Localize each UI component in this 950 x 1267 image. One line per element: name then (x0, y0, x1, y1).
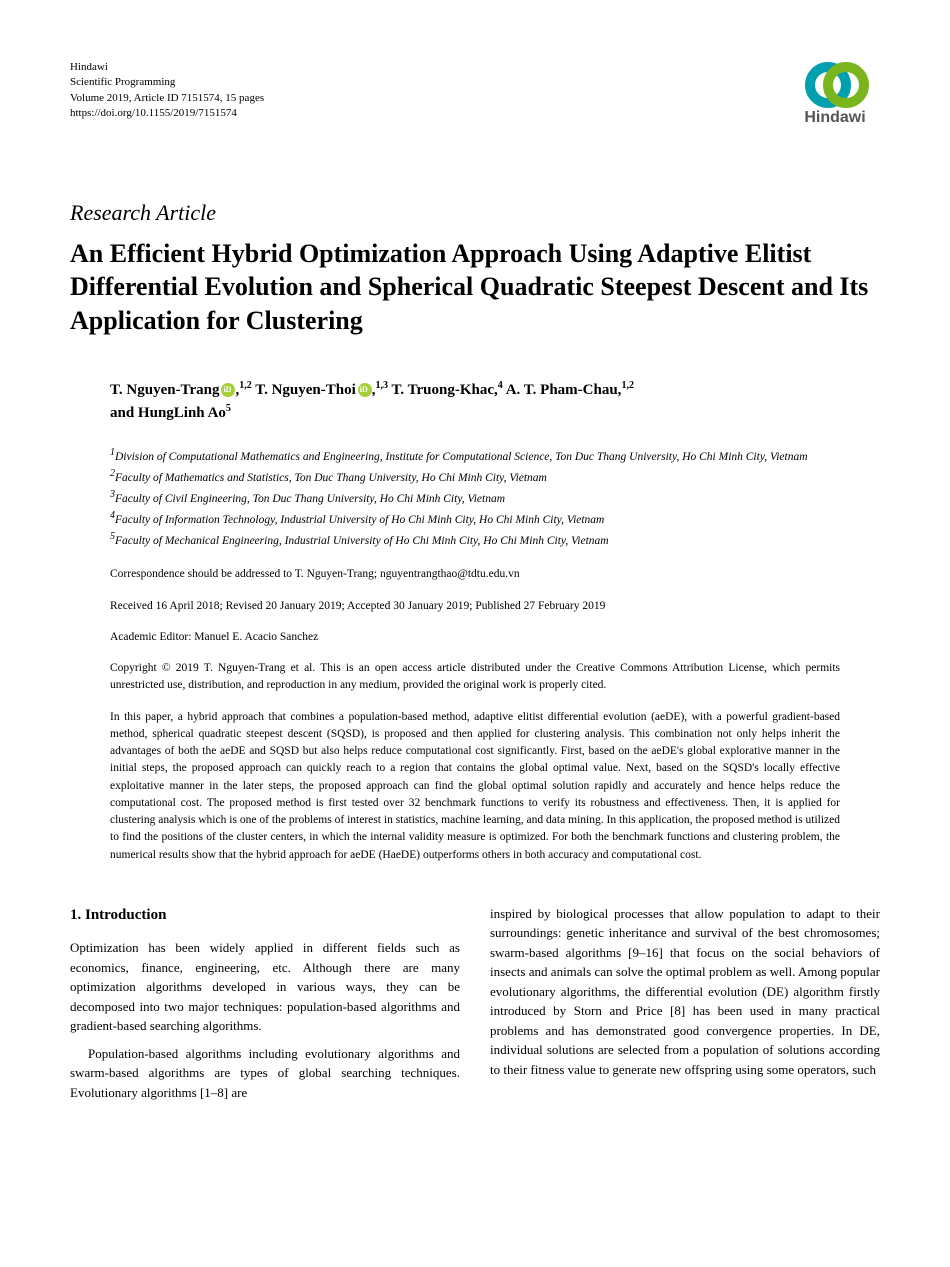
affiliation-5: Faculty of Mechanical Engineering, Indus… (115, 535, 609, 547)
header-block: Hindawi Scientific Programming Volume 20… (70, 60, 880, 136)
affiliation-4: Faculty of Information Technology, Indus… (115, 514, 604, 526)
intro-para-1: Optimization has been widely applied in … (70, 938, 460, 1036)
intro-para-3: inspired by biological processes that al… (490, 904, 880, 1080)
article-type: Research Article (70, 196, 880, 229)
journal-name: Scientific Programming (70, 75, 264, 90)
publisher-name: Hindawi (70, 60, 264, 75)
header-meta: Hindawi Scientific Programming Volume 20… (70, 60, 264, 122)
hindawi-logo-icon: Hindawi (790, 60, 880, 130)
affiliation-2: Faculty of Mathematics and Statistics, T… (115, 472, 547, 484)
svg-text:Hindawi: Hindawi (804, 109, 865, 126)
volume-line: Volume 2019, Article ID 7151574, 15 page… (70, 91, 264, 106)
author-3-affil: 4 (498, 380, 503, 391)
author-3: T. Truong-Khac, (392, 382, 498, 398)
copyright-notice: Copyright © 2019 T. Nguyen-Trang et al. … (70, 660, 880, 695)
affiliation-3: Faculty of Civil Engineering, Ton Duc Th… (115, 493, 505, 505)
author-4-affil: 1,2 (621, 380, 634, 391)
publisher-logo: Hindawi (790, 60, 880, 136)
author-2-affil: 1,3 (376, 380, 389, 391)
orcid-icon[interactable] (358, 383, 372, 397)
correspondence-line: Correspondence should be addressed to T.… (70, 566, 880, 583)
academic-editor: Academic Editor: Manuel E. Acacio Sanche… (70, 629, 880, 646)
author-1-affil: 1,2 (239, 380, 252, 391)
authors-block: T. Nguyen-Trang,1,2 T. Nguyen-Thoi,1,3 T… (70, 378, 880, 425)
orcid-icon[interactable] (221, 383, 235, 397)
intro-para-2: Population-based algorithms including ev… (70, 1044, 460, 1103)
article-title: An Efficient Hybrid Optimization Approac… (70, 237, 880, 338)
doi-link[interactable]: https://doi.org/10.1155/2019/7151574 (70, 106, 264, 121)
author-5-affil: 5 (226, 403, 231, 414)
author-4: A. T. Pham-Chau, (506, 382, 622, 398)
section-1-heading: 1. Introduction (70, 904, 460, 927)
affiliations-block: 1Division of Computational Mathematics a… (70, 445, 880, 550)
dates-line: Received 16 April 2018; Revised 20 Janua… (70, 598, 880, 615)
author-1: T. Nguyen-Trang (110, 382, 219, 398)
column-right: inspired by biological processes that al… (490, 904, 880, 1111)
author-5: and HungLinh Ao (110, 405, 226, 421)
author-2: T. Nguyen-Thoi (255, 382, 356, 398)
abstract-text: In this paper, a hybrid approach that co… (70, 709, 880, 864)
column-left: 1. Introduction Optimization has been wi… (70, 904, 460, 1111)
body-columns: 1. Introduction Optimization has been wi… (70, 904, 880, 1111)
affiliation-1: Division of Computational Mathematics an… (115, 451, 808, 463)
